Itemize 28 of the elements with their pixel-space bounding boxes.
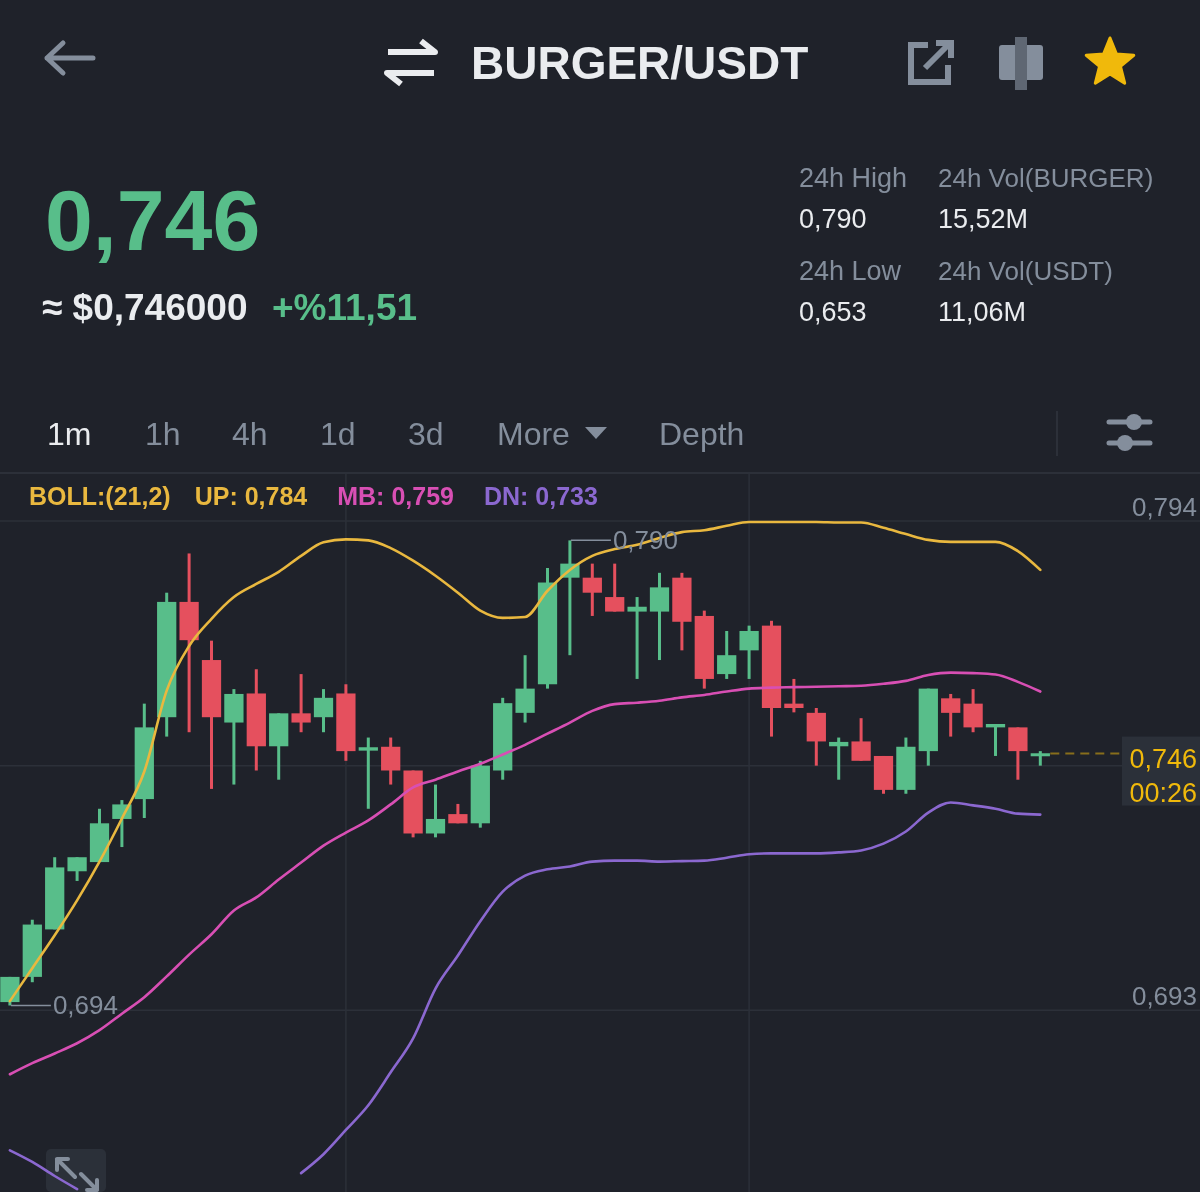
series-label: UP: 0,784	[194, 482, 308, 510]
text: +%11,51	[272, 287, 418, 328]
text: 3d	[408, 416, 444, 452]
text: 0,746	[1129, 743, 1197, 774]
text: DN: 0,733	[483, 482, 598, 510]
text: 0,653	[799, 297, 867, 327]
text: 0,746	[45, 172, 261, 268]
text: 4h	[232, 416, 268, 452]
text: 1m	[47, 416, 92, 452]
text: 24h Vol(BURGER)	[938, 163, 1154, 193]
text: 24h Low	[799, 256, 902, 286]
text: 1d	[320, 416, 356, 452]
y-tick-label: 0,794	[1131, 491, 1197, 522]
text: 24h High	[799, 163, 908, 193]
text: 0,790	[799, 204, 867, 234]
text: More	[497, 416, 570, 452]
text: Depth	[659, 416, 745, 452]
chart-title: BURGER/USDT	[471, 37, 809, 89]
text: 24h Vol(USDT)	[938, 256, 1113, 286]
y-tick-label: 0,693	[1131, 981, 1197, 1012]
legend-title: BOLL:(21,2)	[29, 482, 171, 510]
text: 1h	[145, 416, 181, 452]
text: MB: 0,759	[337, 482, 454, 510]
text: ≈ $0,746000	[42, 287, 248, 328]
annotation: 0,694	[52, 990, 118, 1021]
text: 00:26	[1129, 777, 1197, 808]
text: 11,06M	[938, 297, 1027, 327]
text: 15,52M	[938, 204, 1029, 234]
